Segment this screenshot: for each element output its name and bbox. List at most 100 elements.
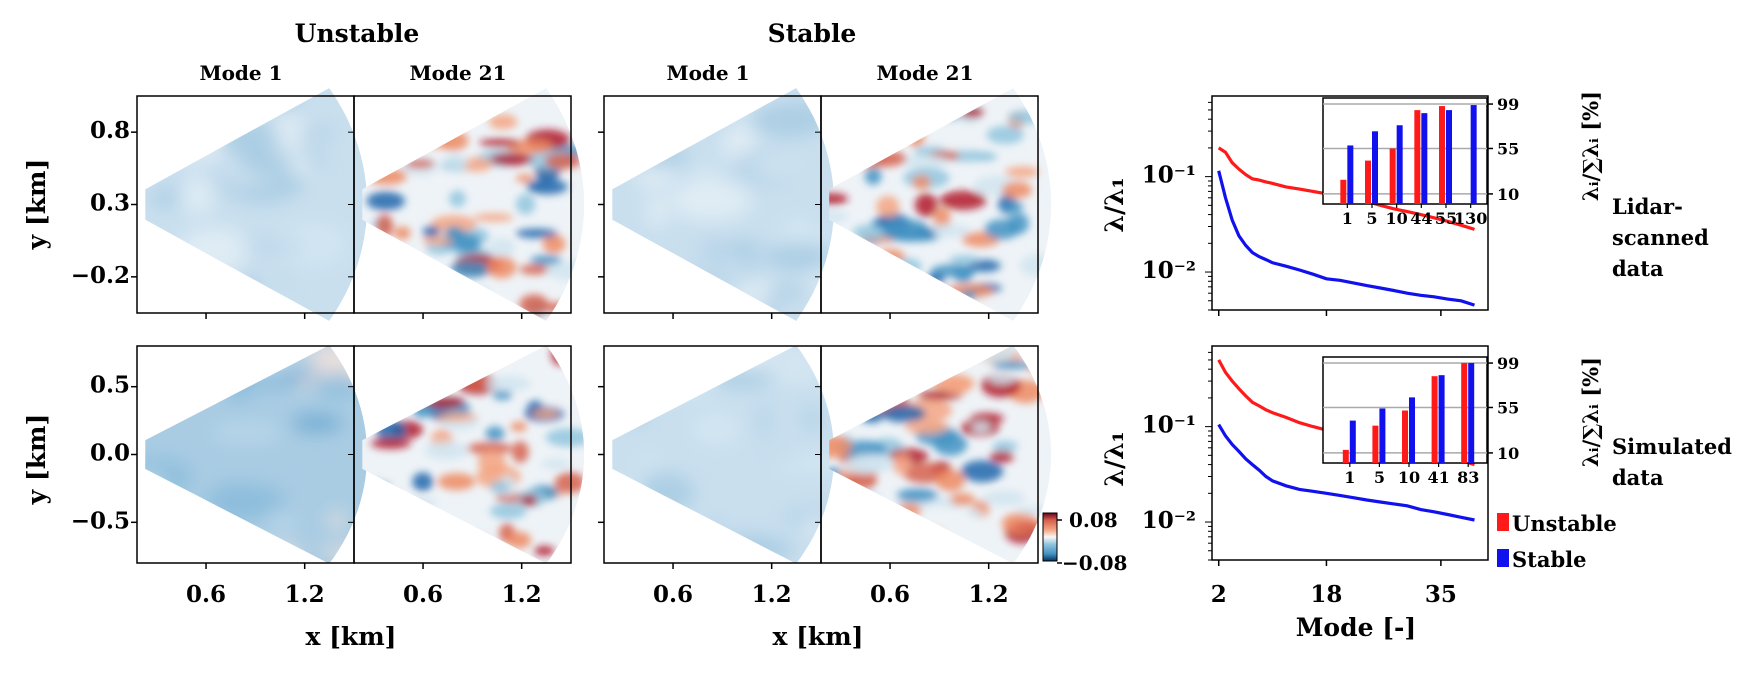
inset0-ylabel: λᵢ/∑λᵢ [%] (1578, 91, 1603, 201)
eig1-xtick-label: 18 (1310, 581, 1342, 608)
field-blob (829, 434, 852, 458)
field-blob (261, 545, 302, 564)
field-blob (515, 228, 558, 239)
field-blob (384, 400, 402, 412)
row1-ytick-label: −0.5 (71, 507, 130, 534)
heatmap-panel-r0c3 (829, 88, 1052, 321)
xtick-label: 0.6 (870, 581, 910, 608)
field-blob (376, 214, 394, 238)
group-title-unstable: Unstable (295, 19, 420, 48)
inset-ytick-label: 99 (1497, 354, 1519, 373)
inset-ytick-label: 55 (1497, 139, 1519, 158)
inset-xtick-label: 55 (1435, 209, 1457, 228)
field-blob (914, 193, 938, 217)
field-blob (370, 437, 411, 449)
field-blob (966, 508, 984, 517)
eig0-ylabel: λ/λ₁ (1100, 177, 1129, 232)
legend-swatch-stable (1497, 549, 1509, 567)
eig0-ytick-label: 10⁻² (1142, 257, 1196, 284)
field-blob (942, 375, 972, 395)
field-blob (492, 389, 513, 401)
field-blob (430, 88, 469, 110)
field-blob (488, 237, 516, 258)
field-blob (374, 404, 405, 415)
field-blob (371, 112, 411, 132)
field-blob (424, 395, 465, 409)
field-blob (393, 270, 417, 282)
inset-bar-unstable (1439, 106, 1445, 204)
field-blob (366, 191, 406, 211)
field-blob (756, 400, 773, 441)
field-blob (278, 222, 349, 267)
field-blob (394, 505, 433, 527)
heatmap-panel-r1c3 (829, 345, 1052, 564)
field-blob (542, 234, 566, 254)
field-blob (912, 175, 931, 190)
series-line-stable (1217, 170, 1475, 307)
field-blob (319, 546, 368, 558)
field-blob (829, 114, 854, 123)
field-blob (442, 153, 468, 172)
row1-ytick-label: 0.5 (90, 372, 130, 399)
field-blob (949, 493, 975, 506)
field-blob (728, 345, 770, 368)
field-blob (291, 414, 343, 432)
field-blob (243, 88, 304, 111)
field-blob (405, 159, 435, 169)
field-blob (992, 440, 1018, 452)
inset-bar-stable (1421, 113, 1428, 204)
field-blob (975, 151, 998, 162)
inset-bar-unstable (1431, 376, 1438, 463)
inset-bar-unstable (1340, 179, 1347, 204)
field-blob (554, 472, 585, 494)
field-blob (829, 210, 849, 223)
field-blob (899, 357, 944, 380)
field-blob (689, 541, 770, 560)
colorbar-min-label: −0.08 (1062, 551, 1127, 575)
legend-swatch-unstable (1497, 513, 1509, 531)
inset-bar-unstable (1414, 110, 1421, 204)
inset-bar-stable (1349, 420, 1356, 463)
field-blob (382, 102, 424, 117)
field-blob (362, 369, 391, 384)
field-blob (520, 495, 538, 506)
field-blob (652, 351, 691, 395)
field-blob (534, 545, 555, 556)
field-blob (541, 458, 571, 470)
inset-ytick-label: 10 (1497, 185, 1519, 204)
field-blob (422, 236, 453, 246)
inset-xtick-label: 10 (1386, 209, 1408, 228)
field-blob (515, 174, 534, 183)
field-blob (970, 413, 1004, 424)
field-blob (449, 190, 466, 208)
field-blob (226, 275, 291, 285)
field-blob (768, 370, 827, 380)
field-blob (992, 360, 1032, 370)
field-blob (369, 524, 417, 537)
sector-fill (829, 345, 1052, 564)
field-blob (903, 125, 921, 138)
inset-bar-stable (1438, 375, 1445, 463)
field-blob (268, 512, 297, 536)
field-blob (371, 491, 402, 501)
field-blob (848, 512, 864, 523)
field-blob (662, 270, 742, 287)
field-blob (798, 403, 825, 434)
field-blob (896, 488, 938, 503)
xtick-label: 1.2 (752, 581, 792, 608)
field-blob (986, 125, 1025, 145)
field-blob (960, 460, 1004, 483)
field-blob (412, 398, 433, 419)
field-blob (953, 266, 973, 283)
field-blob (1025, 360, 1047, 373)
field-blob (829, 118, 867, 133)
field-blob (698, 238, 736, 264)
inset-bar-unstable (1342, 449, 1349, 463)
field-blob (628, 400, 648, 425)
field-blob (988, 373, 1017, 384)
field-blob (510, 421, 528, 432)
field-blob (366, 518, 413, 533)
field-blob (411, 269, 446, 290)
field-blob (479, 138, 520, 148)
field-blob (639, 473, 695, 513)
